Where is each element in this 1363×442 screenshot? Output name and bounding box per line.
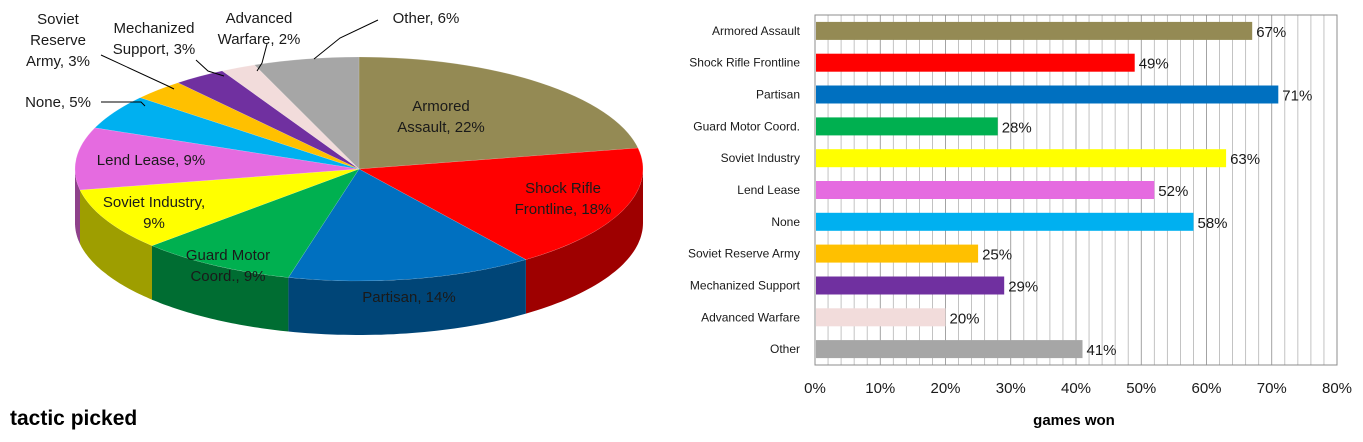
pie-leader-6 bbox=[101, 101, 146, 107]
bar-value-label-7: 25% bbox=[982, 247, 1012, 264]
pie-slice-10 bbox=[253, 56, 360, 170]
x-tick-label-8: 80% bbox=[1322, 380, 1352, 397]
pie-leader-9 bbox=[256, 43, 268, 72]
pie-slice-0 bbox=[358, 56, 639, 170]
bar-value-label-1: 49% bbox=[1139, 56, 1169, 73]
x-tick-label-0: 0% bbox=[804, 380, 826, 397]
pie-slice-9 bbox=[221, 64, 360, 170]
pie-label-4: Soviet Industry, 9% bbox=[103, 194, 205, 232]
pie-label-8: Mechanized Support, 3% bbox=[113, 20, 196, 58]
pie-slice-6 bbox=[94, 97, 360, 170]
plot-border bbox=[814, 14, 1338, 366]
bar-category-label-5: Lend Lease bbox=[737, 183, 800, 197]
pie-wall-1 bbox=[525, 169, 643, 314]
bar-9 bbox=[816, 308, 946, 327]
bar-value-label-10: 41% bbox=[1087, 342, 1117, 359]
pie-wall-4 bbox=[80, 190, 152, 300]
bar-7 bbox=[816, 244, 979, 263]
bar-1 bbox=[816, 53, 1135, 72]
bar-value-label-4: 63% bbox=[1230, 151, 1260, 168]
bar-value-label-8: 29% bbox=[1008, 279, 1038, 296]
pie-slice-4 bbox=[79, 168, 360, 246]
pie-label-10: Other, 6% bbox=[393, 10, 460, 27]
x-tick-label-4: 40% bbox=[1061, 380, 1091, 397]
bar-4 bbox=[816, 149, 1227, 168]
bar-category-label-10: Other bbox=[770, 342, 800, 356]
pie-label-0: Armored Assault, 22% bbox=[397, 98, 485, 136]
bar-category-label-0: Armored Assault bbox=[712, 24, 801, 38]
bar-6 bbox=[816, 212, 1194, 231]
pie-label-7: Soviet Reserve Army, 3% bbox=[26, 11, 90, 70]
x-tick-label-2: 20% bbox=[930, 380, 960, 397]
pie-label-1: Shock Rifle Frontline, 18% bbox=[515, 180, 612, 218]
pie-slice-2 bbox=[287, 168, 527, 282]
pie-label-6: None, 5% bbox=[25, 94, 91, 111]
x-tick-label-6: 60% bbox=[1191, 380, 1221, 397]
bar-10 bbox=[816, 340, 1083, 359]
pie-leader-7 bbox=[100, 54, 175, 90]
bar-value-label-2: 71% bbox=[1282, 88, 1312, 105]
bar-value-label-0: 67% bbox=[1256, 24, 1286, 41]
bar-value-label-3: 28% bbox=[1002, 119, 1032, 136]
bar-value-label-5: 52% bbox=[1158, 183, 1188, 200]
pie-label-9: Advanced Warfare, 2% bbox=[218, 10, 301, 48]
bar-chart: 0% 10% 20% 30% 40% 50% 60% 70% 80% Armored Assaul… bbox=[688, 14, 1352, 397]
bar-value-label-9: 20% bbox=[950, 310, 980, 327]
pie-slice-5 bbox=[74, 127, 360, 191]
bar-category-label-4: Soviet Industry bbox=[721, 151, 800, 165]
pie-leader-8 bbox=[195, 59, 225, 77]
pie-wall-2 bbox=[288, 259, 526, 335]
pie-slice-1 bbox=[358, 147, 644, 260]
bar-category-label-9: Advanced Warfare bbox=[701, 310, 800, 324]
bar-value-label-6: 58% bbox=[1198, 215, 1228, 232]
bar-3 bbox=[816, 117, 998, 136]
bar-5 bbox=[816, 181, 1155, 199]
pie-wall-5 bbox=[75, 169, 80, 244]
pie-slice-7 bbox=[139, 82, 360, 170]
bar-8 bbox=[816, 276, 1005, 295]
pie-label-5: Lend Lease, 9% bbox=[97, 152, 205, 169]
bar-category-label-2: Partisan bbox=[756, 88, 800, 102]
x-tick-label-5: 50% bbox=[1126, 380, 1156, 397]
pie-chart bbox=[74, 56, 644, 335]
bar-category-label-1: Shock Rifle Frontline bbox=[689, 56, 800, 70]
pie-slice-8 bbox=[177, 70, 360, 170]
pie-label-2: Partisan, 14% bbox=[362, 289, 455, 306]
pie-leader-10 bbox=[313, 19, 379, 60]
x-tick-label-7: 70% bbox=[1257, 380, 1287, 397]
bar-0 bbox=[816, 21, 1253, 40]
bar-2 bbox=[816, 85, 1279, 104]
pie-wall-3 bbox=[152, 245, 289, 332]
pie-slice-3 bbox=[151, 168, 360, 278]
pie-label-3: Guard Motor Coord., 9% bbox=[186, 247, 270, 285]
bar-category-label-3: Guard Motor Coord. bbox=[693, 119, 800, 133]
bar-category-label-6: None bbox=[771, 215, 800, 229]
x-tick-label-3: 30% bbox=[996, 380, 1026, 397]
bar-x-axis-label: games won bbox=[1033, 412, 1115, 429]
bar-category-label-7: Soviet Reserve Army bbox=[688, 247, 800, 261]
pie-title: tactic picked bbox=[10, 407, 137, 430]
bar-category-label-8: Mechanized Support bbox=[690, 279, 801, 293]
x-tick-label-1: 10% bbox=[865, 380, 895, 397]
